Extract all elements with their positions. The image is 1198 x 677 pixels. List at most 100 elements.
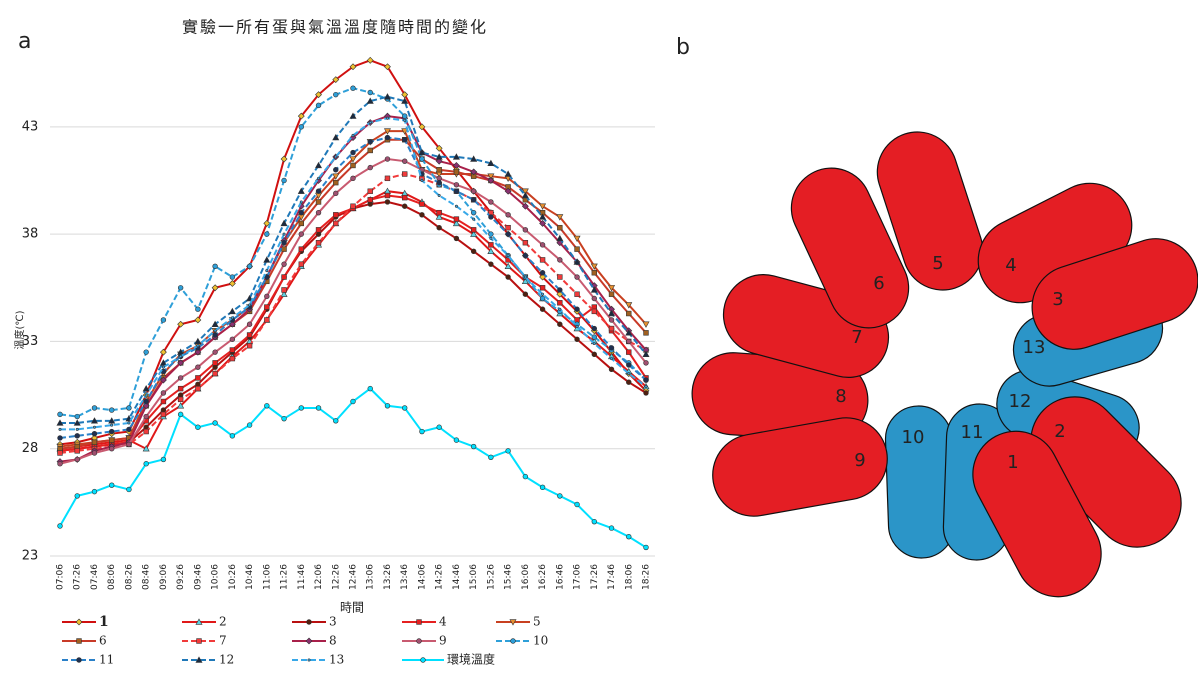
marker <box>420 657 426 663</box>
legend-label: 11 <box>99 653 114 667</box>
egg-label: 13 <box>1023 337 1046 358</box>
marker <box>521 202 529 210</box>
x-tick-label: 18:06 <box>624 564 634 590</box>
marker <box>74 448 80 454</box>
marker <box>419 201 425 207</box>
marker <box>91 488 98 495</box>
marker <box>592 342 596 346</box>
marker <box>573 258 581 265</box>
marker <box>590 286 598 293</box>
marker <box>436 179 442 186</box>
egg-label: 7 <box>851 327 862 348</box>
marker <box>557 224 563 231</box>
marker <box>179 354 183 358</box>
marker <box>57 461 63 467</box>
marker <box>591 308 597 315</box>
marker <box>643 390 649 396</box>
marker <box>539 257 546 263</box>
marker <box>505 274 511 280</box>
marker <box>315 199 322 205</box>
legend-label: 3 <box>329 615 337 629</box>
marker <box>160 411 167 418</box>
marker <box>452 219 460 227</box>
marker <box>367 139 373 145</box>
x-tick-label: 08:26 <box>124 564 134 590</box>
marker <box>57 450 63 456</box>
y-tick-label: 33 <box>22 334 39 349</box>
marker <box>142 445 150 452</box>
x-tick-label: 12:06 <box>314 564 324 590</box>
marker <box>383 128 391 135</box>
marker <box>195 306 201 312</box>
marker <box>539 219 547 227</box>
marker <box>437 194 441 198</box>
marker <box>401 128 409 135</box>
marker <box>626 533 632 540</box>
marker <box>453 216 460 222</box>
marker <box>367 147 373 154</box>
marker <box>248 303 252 307</box>
marker <box>626 362 632 368</box>
marker <box>75 618 83 626</box>
marker <box>522 240 529 246</box>
legend-label: 2 <box>219 615 227 629</box>
marker <box>196 638 202 644</box>
marker <box>539 484 546 491</box>
marker <box>401 97 409 104</box>
marker <box>228 280 236 287</box>
marker <box>509 619 517 626</box>
marker <box>539 306 546 312</box>
x-tick-label: 10:06 <box>211 564 221 590</box>
marker <box>351 133 355 137</box>
marker <box>590 263 598 270</box>
marker <box>281 415 287 422</box>
marker <box>643 377 649 383</box>
marker <box>246 294 254 302</box>
marker <box>642 350 650 357</box>
marker <box>402 194 408 201</box>
marker <box>246 332 253 338</box>
marker <box>195 424 201 430</box>
marker <box>126 426 132 433</box>
marker <box>402 137 408 143</box>
marker <box>297 112 305 120</box>
marker <box>505 224 511 231</box>
marker <box>281 287 287 293</box>
marker <box>109 437 115 443</box>
marker <box>349 112 357 119</box>
marker <box>608 309 616 317</box>
marker <box>625 329 633 336</box>
marker <box>402 405 408 411</box>
x-tick-label: 09:06 <box>159 564 169 590</box>
x-tick-label: 14:46 <box>452 564 462 590</box>
marker <box>435 157 443 165</box>
marker <box>76 657 82 663</box>
marker <box>280 155 288 163</box>
marker <box>315 161 323 169</box>
marker <box>350 175 356 182</box>
marker <box>384 403 391 409</box>
x-tick-label: 08:46 <box>142 564 152 590</box>
egg-label: 6 <box>873 273 884 294</box>
y-tick-label: 38 <box>22 227 39 242</box>
legend-label: 9 <box>439 634 447 648</box>
marker <box>229 433 236 439</box>
marker <box>643 544 649 551</box>
marker <box>211 284 219 292</box>
egg-label: 1 <box>1007 452 1018 473</box>
marker <box>57 435 63 441</box>
x-tick-label: 13:46 <box>400 564 410 590</box>
marker <box>367 385 373 392</box>
marker <box>453 437 460 443</box>
marker <box>574 336 580 342</box>
legend-label: 5 <box>533 615 541 629</box>
marker <box>159 348 167 356</box>
marker <box>384 192 391 199</box>
marker <box>212 263 218 270</box>
y-axis-label: 溫度(℃) <box>13 310 26 349</box>
marker <box>160 456 167 463</box>
marker <box>487 247 495 254</box>
marker <box>265 269 269 273</box>
marker <box>58 427 62 431</box>
marker <box>610 357 614 361</box>
